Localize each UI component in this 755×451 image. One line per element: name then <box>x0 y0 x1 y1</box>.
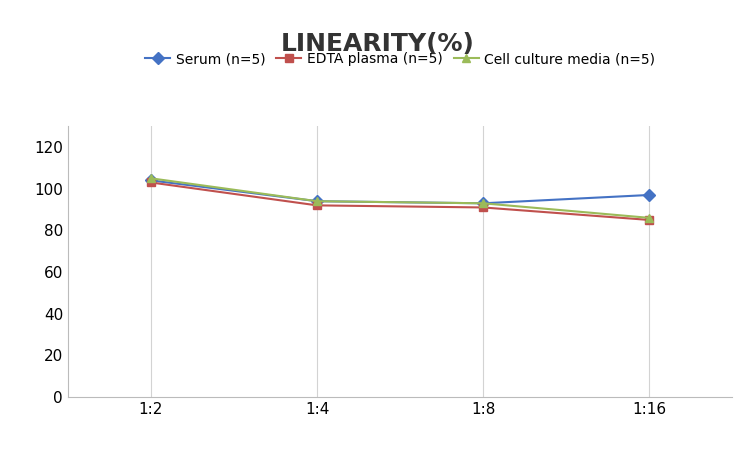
Line: Cell culture media (n=5): Cell culture media (n=5) <box>146 174 654 222</box>
Cell culture media (n=5) <box>479 201 488 206</box>
Line: Serum (n=5): Serum (n=5) <box>146 176 654 207</box>
Cell culture media (n=5) <box>313 198 322 204</box>
Line: EDTA plasma (n=5): EDTA plasma (n=5) <box>146 178 654 224</box>
EDTA plasma (n=5) <box>479 205 488 210</box>
EDTA plasma (n=5) <box>146 180 156 185</box>
Cell culture media (n=5) <box>146 175 156 181</box>
Cell culture media (n=5) <box>645 215 654 221</box>
Serum (n=5) <box>645 192 654 198</box>
Serum (n=5) <box>146 178 156 183</box>
Serum (n=5) <box>479 201 488 206</box>
EDTA plasma (n=5) <box>645 217 654 223</box>
Serum (n=5) <box>313 198 322 204</box>
EDTA plasma (n=5) <box>313 202 322 208</box>
Legend: Serum (n=5), EDTA plasma (n=5), Cell culture media (n=5): Serum (n=5), EDTA plasma (n=5), Cell cul… <box>140 46 661 72</box>
Text: LINEARITY(%): LINEARITY(%) <box>281 32 474 55</box>
